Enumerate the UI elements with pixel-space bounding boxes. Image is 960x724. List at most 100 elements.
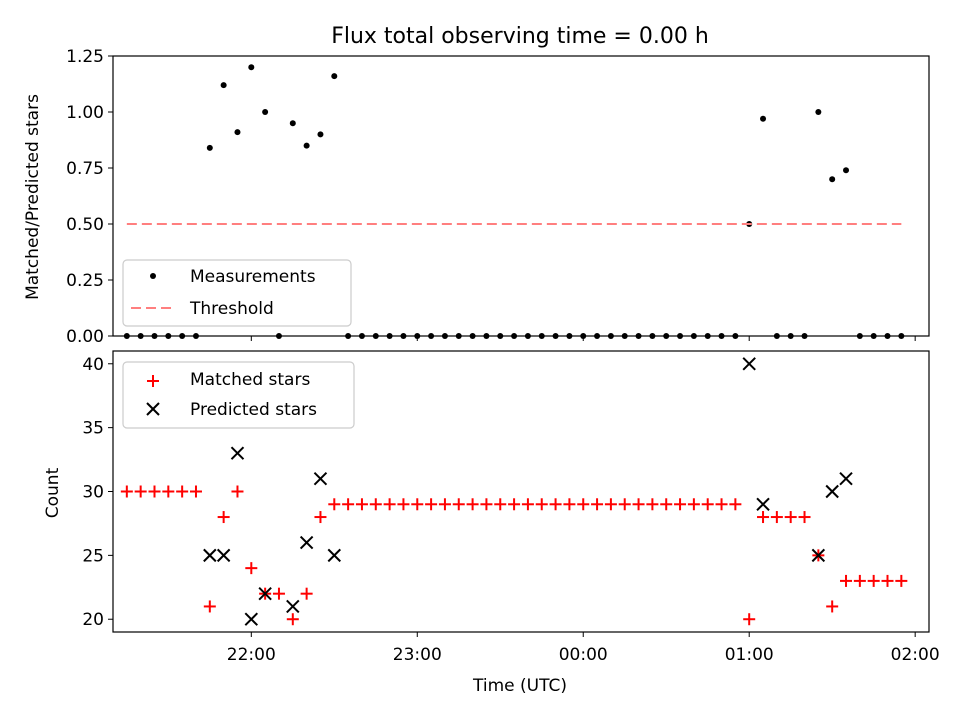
matched-stars-point <box>176 485 189 498</box>
predicted-stars-point <box>216 548 231 563</box>
predicted-stars-point <box>299 535 314 550</box>
predicted-stars-point <box>742 357 756 371</box>
matched-stars-point <box>120 485 133 498</box>
legend-matched-marker <box>147 375 159 387</box>
matched-stars-point <box>563 498 576 511</box>
bottom-x-tick-label: 01:00 <box>725 645 774 665</box>
matched-stars-point <box>314 511 327 524</box>
matched-stars-point <box>521 498 534 511</box>
top-y-tick-label: 0.00 <box>66 327 104 347</box>
bottom-x-tick-label: 02:00 <box>891 645 940 665</box>
matched-stars-point <box>480 498 493 511</box>
matched-stars-point <box>632 498 645 511</box>
predicted-stars-point <box>313 472 328 486</box>
predicted-stars-point <box>825 484 839 499</box>
measurement-point <box>317 131 324 138</box>
bottom-y-tick-label: 20 <box>82 610 104 630</box>
matched-stars-point <box>369 498 382 511</box>
matched-stars-point <box>148 485 161 498</box>
bottom-plot: 20 25 30 35 40 22:00 23:00 00:00 01:00 02:00 <box>82 350 940 665</box>
measurement-point <box>331 73 338 80</box>
matched-stars-point <box>840 574 853 587</box>
matched-stars-point <box>189 485 202 498</box>
bottom-x-tick-label: 00:00 <box>559 645 608 665</box>
predicted-stars-point <box>327 548 341 563</box>
matched-stars-point <box>466 498 479 511</box>
legend-measurements-label: Measurements <box>190 267 316 287</box>
matched-stars-point <box>231 485 244 498</box>
top-y-tick-label: 1.00 <box>66 103 104 123</box>
predicted-stars-point <box>258 586 272 601</box>
matched-stars-point <box>867 574 880 587</box>
matched-stars-point <box>826 600 839 613</box>
bottom-x-tick-label: 22:00 <box>227 645 276 665</box>
matched-stars-point <box>300 587 313 600</box>
bottom-x-tick-label: 23:00 <box>393 645 442 665</box>
top-legend: Measurements Threshold <box>122 259 352 327</box>
measurement-point <box>289 120 296 127</box>
matched-stars-point <box>687 498 700 511</box>
matched-stars-point <box>674 498 687 511</box>
top-y-tick-label: 0.75 <box>66 159 104 179</box>
matched-stars-point <box>618 498 631 511</box>
bottom-y-tick-label: 35 <box>82 419 104 439</box>
measurement-point <box>829 176 836 183</box>
measurement-point <box>220 82 227 89</box>
measurement-point <box>303 142 310 149</box>
top-y-axis-label: Matched/Predicted stars <box>23 94 43 300</box>
predicted-stars-point <box>286 599 300 614</box>
measurement-point <box>843 167 850 174</box>
top-plot: 0.00 0.25 0.50 0.75 1.00 1.25 <box>66 47 930 347</box>
matched-stars-point <box>881 574 894 587</box>
bottom-y-tick-label: 40 <box>82 355 104 375</box>
bottom-y-tick-label: 30 <box>82 483 104 503</box>
matched-stars-point <box>591 498 604 511</box>
matched-stars-point <box>577 498 590 511</box>
matched-stars-point <box>549 498 562 511</box>
top-axes-frame <box>112 55 930 337</box>
matched-stars-point <box>660 498 673 511</box>
x-axis-label: Time (UTC) <box>472 676 567 696</box>
matched-stars-point <box>784 511 797 524</box>
predicted-stars-point <box>811 548 826 563</box>
bottom-axes-frame <box>112 350 930 633</box>
measurement-point <box>760 115 767 122</box>
measurement-point <box>206 144 213 151</box>
matched-stars-point <box>342 498 355 511</box>
matched-stars-point <box>438 498 451 511</box>
legend-threshold-label: Threshold <box>189 299 274 319</box>
measurement-point <box>262 109 269 115</box>
matched-stars-point <box>411 498 424 511</box>
bottom-legend: Matched stars Predicted stars <box>122 361 355 429</box>
legend-predicted-marker <box>146 402 160 416</box>
matched-stars-point <box>757 511 770 524</box>
predicted-stars-point <box>230 446 245 460</box>
matched-stars-point <box>729 498 742 511</box>
matched-stars-point <box>286 613 299 626</box>
matched-stars-point <box>355 498 368 511</box>
matched-stars-point <box>494 498 507 511</box>
bottom-y-tick-label: 25 <box>82 546 104 566</box>
legend-matched-label: Matched stars <box>190 370 310 390</box>
top-y-tick-label: 0.50 <box>66 215 104 235</box>
matched-stars-point <box>646 498 659 511</box>
matched-stars-point <box>743 613 756 626</box>
bottom-legend-box <box>122 361 355 429</box>
matched-stars-point <box>604 498 617 511</box>
matched-stars-point <box>245 562 258 575</box>
matched-stars-point <box>853 574 866 587</box>
predicted-stars-point <box>244 612 259 626</box>
measurement-point <box>248 64 255 71</box>
matched-stars-point <box>397 498 410 511</box>
matched-stars-point <box>715 498 728 511</box>
predicted-stars-point <box>756 497 770 511</box>
matched-stars-point <box>328 498 341 511</box>
legend-predicted-label: Predicted stars <box>190 400 317 420</box>
matched-stars-point <box>895 574 908 587</box>
matched-stars-point <box>452 498 465 511</box>
top-y-tick-label: 1.25 <box>66 47 104 67</box>
matched-stars-point <box>203 600 216 613</box>
matched-stars-point <box>383 498 396 511</box>
